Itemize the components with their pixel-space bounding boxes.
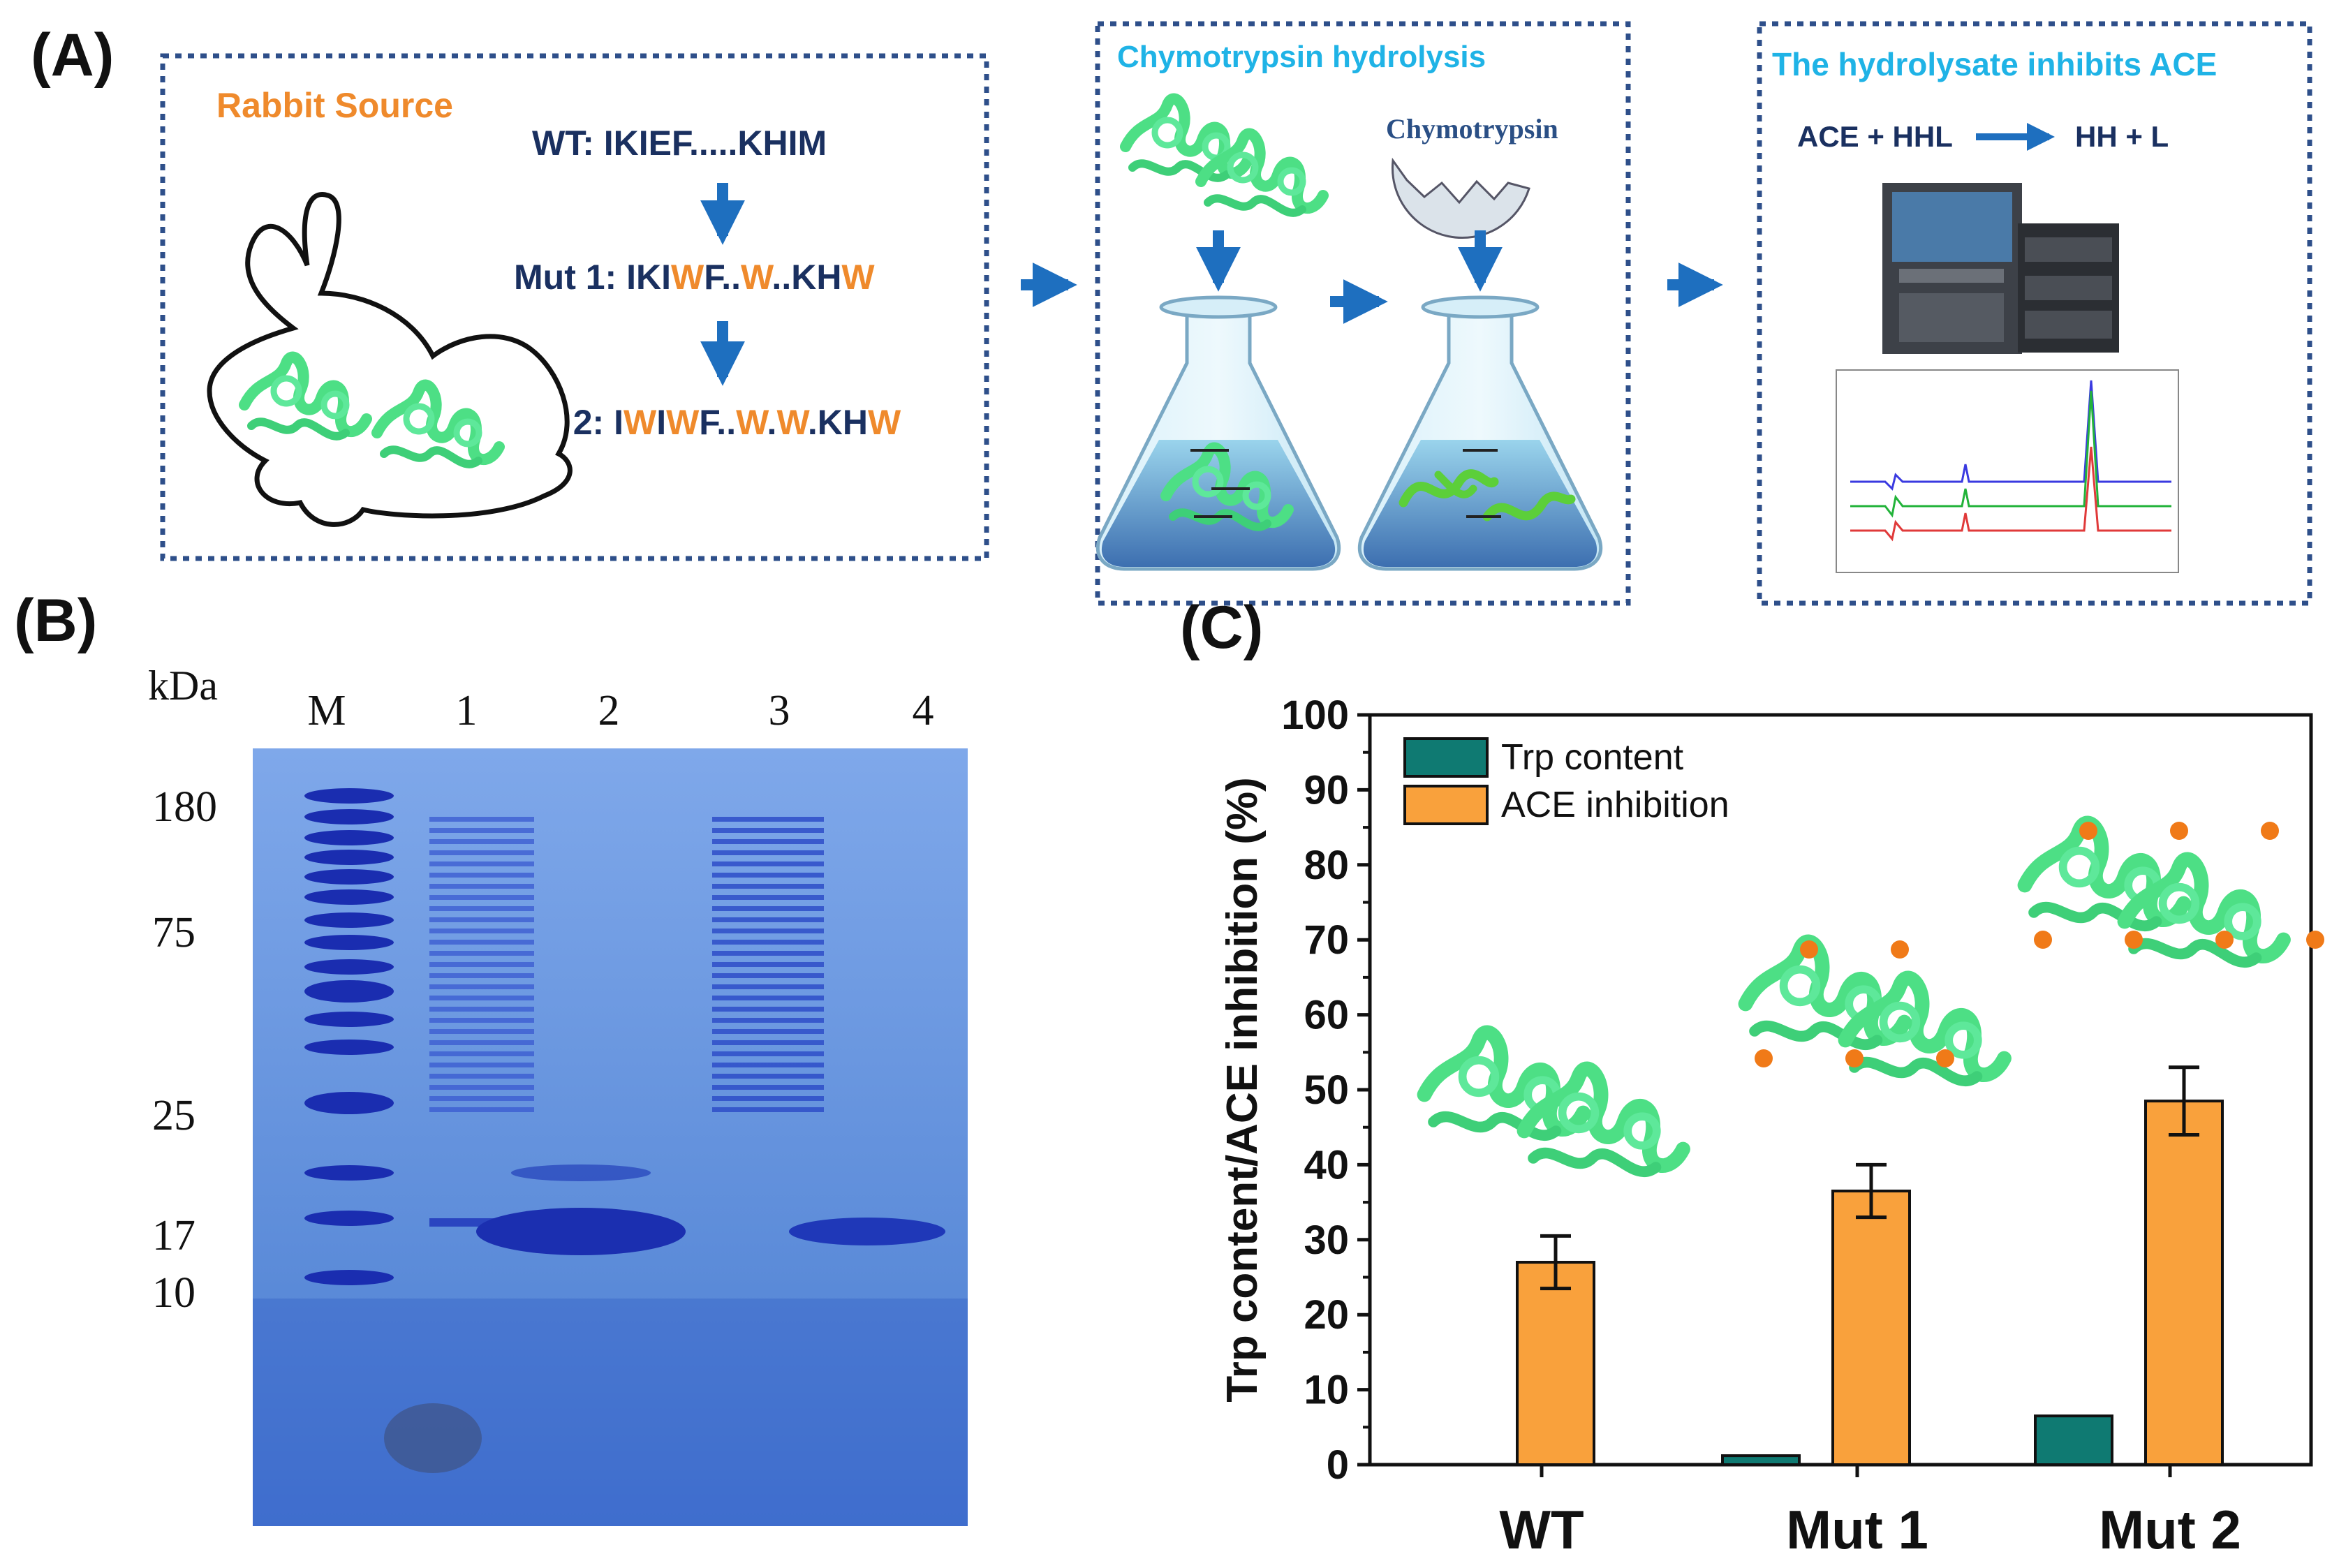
y-tick-label: 70 [1304, 917, 1349, 963]
y-axis-label: Trp content/ACE inhibition (%) [1218, 777, 1267, 1402]
marker-band [304, 788, 394, 804]
rabbit-source-box [160, 53, 989, 561]
wt-sequence: WT: IKIEF.....KHIM [532, 124, 827, 163]
x-tick-label: Mut 2 [2099, 1499, 2241, 1560]
lane-label: 4 [913, 687, 934, 734]
x-tick-label: Mut 1 [1786, 1499, 1928, 1560]
marker-band [304, 1040, 394, 1055]
y-tick-label: 60 [1304, 993, 1349, 1038]
x-tick-label: WT [1499, 1499, 1584, 1560]
marker-band [304, 830, 394, 845]
marker-label: 25 [152, 1092, 195, 1139]
flask-icon-2 [1357, 295, 1603, 571]
y-tick-label: 30 [1304, 1218, 1349, 1263]
reaction-right: HH + L [2075, 120, 2169, 153]
marker-band [304, 935, 394, 950]
legend-swatch [1403, 737, 1489, 778]
lane-labels: M 1 2 3 4 [307, 687, 933, 734]
mut2-sequence-part: F.. [699, 403, 736, 442]
marker-band [304, 1165, 394, 1181]
flask-icon-1 [1095, 295, 1341, 571]
trp-content-bar [1721, 1454, 1801, 1467]
protein-structure-icon [1424, 1033, 1683, 1171]
mut2-sequence-part: W [623, 403, 657, 442]
mut2-sequence-part: W [666, 403, 700, 442]
marker-band [304, 980, 394, 1003]
enzyme-label: Chymotrypsin [1386, 113, 1558, 145]
y-tick-label: 50 [1304, 1067, 1349, 1113]
mut1-sequence-part: W [841, 258, 875, 297]
mut2-sequence-part: . [767, 403, 777, 442]
mut2-sequence-part: W [736, 403, 769, 442]
protein-structure-icon [1746, 940, 2005, 1081]
panel-a-label: (A) [31, 22, 114, 89]
ace-inhibition-bar [1831, 1189, 1911, 1466]
mut1-sequence-part: W [671, 258, 704, 297]
lane-label: 3 [769, 687, 790, 734]
marker-label: 75 [152, 909, 195, 956]
marker-band [304, 850, 394, 865]
marker-band [304, 1012, 394, 1027]
bar-chart: 0 10 20 30 40 50 60 70 80 90 100 Trp content/ACE in… [1218, 693, 2324, 1560]
rabbit-outline [207, 192, 573, 527]
y-tick-label: 100 [1281, 693, 1349, 738]
sds-page-gel [253, 748, 968, 1526]
marker-band [304, 809, 394, 824]
gel-unit-label: kDa [148, 663, 218, 709]
y-tick-label: 90 [1304, 767, 1349, 813]
y-tick-label: 10 [1304, 1368, 1349, 1413]
lane-label: 1 [456, 687, 478, 734]
legend-label: ACE inhibition [1501, 785, 1729, 825]
ace-title: The hydrolysate inhibits ACE [1772, 46, 2217, 82]
panel-b-label: (B) [14, 587, 97, 654]
marker-band [304, 889, 394, 905]
protein-structure-icon [2025, 822, 2324, 962]
legend-swatch [1403, 785, 1489, 825]
mut1-sequence-part: ..KH [772, 258, 841, 297]
ace-inhibition-bar [1516, 1261, 1595, 1467]
marker-labels: 180 75 25 17 10 [152, 783, 217, 1317]
marker-band [304, 1211, 394, 1226]
marker-label: 17 [152, 1212, 195, 1259]
lane-label: M [307, 687, 346, 734]
mut1-sequence: Mut 1: IKIWF..W..KHW [514, 258, 875, 297]
panel-c-label: (C) [1180, 594, 1263, 661]
mut2-sequence-part: W [868, 403, 901, 442]
marker-band [304, 912, 394, 928]
marker-band [304, 1270, 394, 1285]
mut1-sequence-part: W [741, 258, 774, 297]
lane-label: 2 [598, 687, 620, 734]
y-tick-label: 80 [1304, 843, 1349, 888]
hydrolysis-title: Chymotrypsin hydrolysis [1117, 40, 1486, 74]
lane2-main-band [476, 1208, 686, 1255]
chymotrypsin-hydrolysis-box [1095, 21, 1631, 606]
enzyme-pacman-icon [1391, 157, 1530, 239]
ace-inhibition-bar [2144, 1100, 2224, 1466]
marker-label: 180 [152, 783, 217, 831]
y-tick-label: 40 [1304, 1142, 1349, 1188]
marker-band [304, 1092, 394, 1114]
mut2-sequence-part: .KH [808, 403, 868, 442]
legend-label: Trp content [1501, 737, 1684, 778]
marker-band [304, 959, 394, 975]
y-tick-label: 0 [1327, 1442, 1349, 1488]
hplc-instrument-icon [1882, 183, 2119, 354]
chromatogram-thumbnail [1836, 369, 2179, 573]
mut2-sequence-part: I [656, 403, 666, 442]
mut1-sequence-part: F.. [704, 258, 741, 297]
marker-label: 10 [152, 1269, 195, 1317]
marker-band [304, 869, 394, 885]
reaction-left: ACE + HHL [1797, 120, 1953, 153]
mut2-sequence-part: W [776, 403, 810, 442]
rabbit-source-title: Rabbit Source [216, 86, 453, 125]
trp-content-bar [2034, 1414, 2113, 1466]
y-tick-label: 20 [1304, 1292, 1349, 1338]
lane4-main-band [789, 1218, 945, 1245]
mut1-sequence-part: Mut 1: IKI [514, 258, 671, 297]
